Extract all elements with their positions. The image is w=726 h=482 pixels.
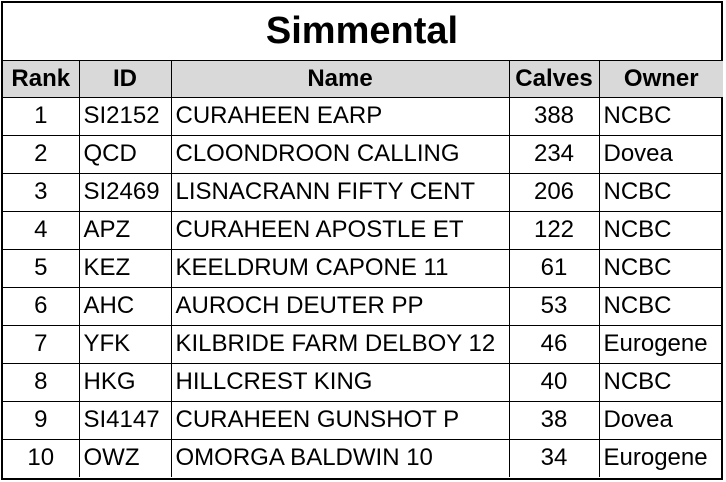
rank-cell: 1 bbox=[3, 96, 80, 136]
id-cell: KEZ bbox=[78, 248, 172, 288]
owner-cell: NCBC bbox=[598, 248, 723, 288]
rank-cell: 4 bbox=[3, 210, 80, 250]
table-row: 6 AHC AUROCH DEUTER PP 53 NCBC bbox=[3, 286, 723, 326]
name-cell: OMORGA BALDWIN 10 bbox=[170, 438, 510, 477]
rank-cell: 5 bbox=[3, 248, 80, 288]
name-cell: KILBRIDE FARM DELBOY 12 bbox=[170, 324, 510, 364]
calves-cell: 53 bbox=[508, 286, 600, 326]
owner-cell: Dovea bbox=[598, 134, 723, 174]
table-row: 7 YFK KILBRIDE FARM DELBOY 12 46 Eurogen… bbox=[3, 324, 723, 364]
calves-cell: 234 bbox=[508, 134, 600, 174]
id-cell: SI2469 bbox=[78, 172, 172, 212]
id-cell: OWZ bbox=[78, 438, 172, 477]
id-cell: SI4147 bbox=[78, 400, 172, 440]
table-row: 2 QCD CLOONDROON CALLING 234 Dovea bbox=[3, 134, 723, 174]
owner-cell: NCBC bbox=[598, 362, 723, 402]
name-cell: AUROCH DEUTER PP bbox=[170, 286, 510, 326]
calves-cell: 206 bbox=[508, 172, 600, 212]
name-cell: CLOONDROON CALLING bbox=[170, 134, 510, 174]
calves-cell: 40 bbox=[508, 362, 600, 402]
calves-cell: 34 bbox=[508, 438, 600, 477]
column-header-calves: Calves bbox=[508, 61, 600, 98]
id-cell: AHC bbox=[78, 286, 172, 326]
id-cell: HKG bbox=[78, 362, 172, 402]
column-header-name: Name bbox=[170, 61, 510, 98]
rank-cell: 9 bbox=[3, 400, 80, 440]
column-header-id: ID bbox=[78, 61, 172, 98]
rank-cell: 8 bbox=[3, 362, 80, 402]
table-row: 5 KEZ KEELDRUM CAPONE 11 61 NCBC bbox=[3, 248, 723, 288]
table-row: 4 APZ CURAHEEN APOSTLE ET 122 NCBC bbox=[3, 210, 723, 250]
name-cell: CURAHEEN GUNSHOT P bbox=[170, 400, 510, 440]
name-cell: HILLCREST KING bbox=[170, 362, 510, 402]
rank-cell: 10 bbox=[3, 438, 80, 477]
data-table: Rank ID Name Calves Owner 1 SI2152 CURAH… bbox=[3, 61, 723, 477]
column-header-owner: Owner bbox=[598, 61, 723, 98]
header-row: Rank ID Name Calves Owner bbox=[3, 61, 723, 98]
table-row: 8 HKG HILLCREST KING 40 NCBC bbox=[3, 362, 723, 402]
calves-cell: 38 bbox=[508, 400, 600, 440]
table-row: 1 SI2152 CURAHEEN EARP 388 NCBC bbox=[3, 96, 723, 136]
table-row: 3 SI2469 LISNACRANN FIFTY CENT 206 NCBC bbox=[3, 172, 723, 212]
owner-cell: Eurogene bbox=[598, 438, 723, 477]
rank-cell: 3 bbox=[3, 172, 80, 212]
rank-cell: 2 bbox=[3, 134, 80, 174]
name-cell: CURAHEEN EARP bbox=[170, 96, 510, 136]
name-cell: LISNACRANN FIFTY CENT bbox=[170, 172, 510, 212]
table-row: 10 OWZ OMORGA BALDWIN 10 34 Eurogene bbox=[3, 438, 723, 477]
owner-cell: Dovea bbox=[598, 400, 723, 440]
owner-cell: NCBC bbox=[598, 286, 723, 326]
calves-cell: 61 bbox=[508, 248, 600, 288]
id-cell: SI2152 bbox=[78, 96, 172, 136]
calves-cell: 46 bbox=[508, 324, 600, 364]
calves-cell: 122 bbox=[508, 210, 600, 250]
table-row: 9 SI4147 CURAHEEN GUNSHOT P 38 Dovea bbox=[3, 400, 723, 440]
rank-cell: 7 bbox=[3, 324, 80, 364]
rank-cell: 6 bbox=[3, 286, 80, 326]
calves-cell: 388 bbox=[508, 96, 600, 136]
column-header-rank: Rank bbox=[3, 61, 80, 98]
id-cell: YFK bbox=[78, 324, 172, 364]
table-title: Simmental bbox=[3, 3, 721, 61]
name-cell: CURAHEEN APOSTLE ET bbox=[170, 210, 510, 250]
owner-cell: NCBC bbox=[598, 172, 723, 212]
id-cell: QCD bbox=[78, 134, 172, 174]
owner-cell: NCBC bbox=[598, 96, 723, 136]
id-cell: APZ bbox=[78, 210, 172, 250]
owner-cell: Eurogene bbox=[598, 324, 723, 364]
name-cell: KEELDRUM CAPONE 11 bbox=[170, 248, 510, 288]
owner-cell: NCBC bbox=[598, 210, 723, 250]
